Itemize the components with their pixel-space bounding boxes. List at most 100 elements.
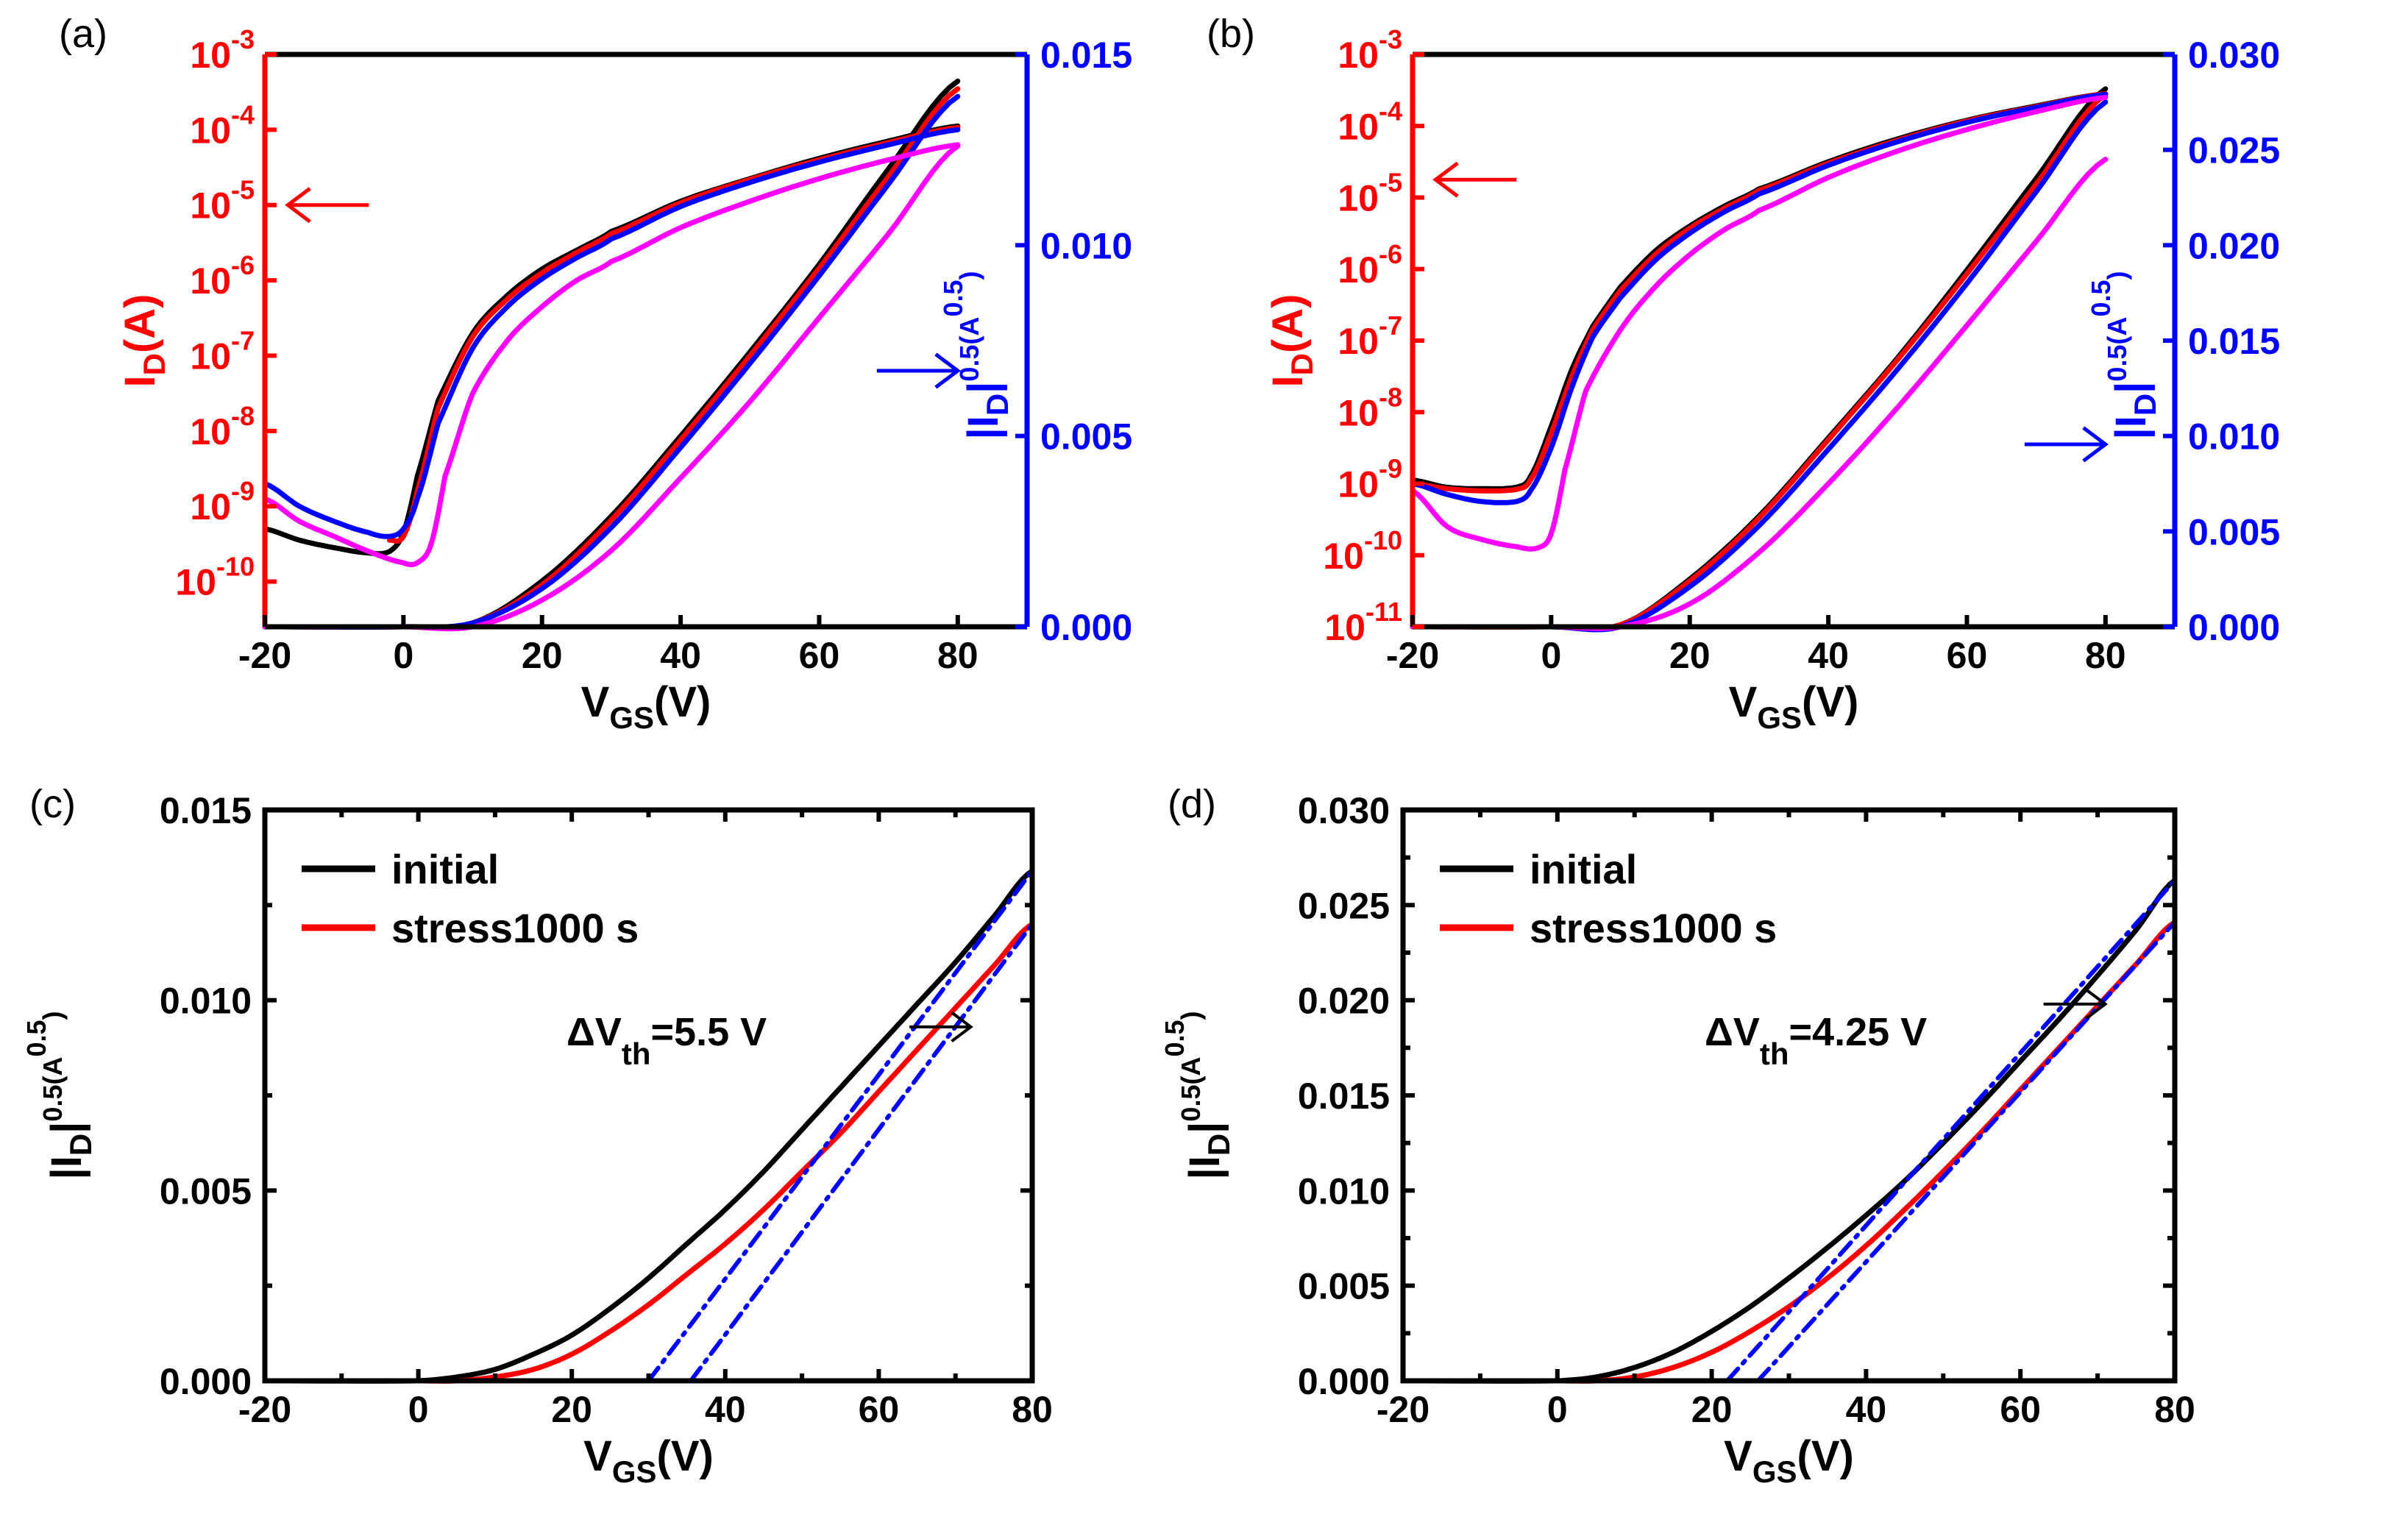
x-tick-label: 60 <box>1947 635 1988 676</box>
y-axis-label-end: ) <box>38 1011 68 1020</box>
linear-fit-line-2 <box>1755 920 2177 1383</box>
left-tick-base: 10 <box>190 260 231 302</box>
right-tick-label: 0.000 <box>1040 607 1132 648</box>
left-tick-label: 10-7 <box>190 325 255 377</box>
left-tick-label: 10-8 <box>1338 382 1402 433</box>
y-axis-label-unit: (A <box>38 1057 68 1085</box>
shift-arrow-icon-head <box>2085 988 2108 1020</box>
left-tick-exponent: -9 <box>1379 454 1402 484</box>
panel-d: -20 0 20 40 60 80 VGS(V) 0.000 0.005 0.010 0.015 0.… <box>1159 782 2195 1489</box>
right-arrow-icon-head <box>934 352 961 389</box>
x-axis-label-main: V <box>581 678 610 726</box>
y-axis-label-mid: | <box>1181 1122 1229 1134</box>
y-axis-label-pre: |I <box>43 1156 90 1179</box>
legend-label: initial <box>391 846 499 892</box>
linear-fit-line-1 <box>646 868 1034 1383</box>
left-tick-exponent: -5 <box>231 175 255 205</box>
right-axis-label-sub: D <box>980 394 1015 416</box>
y-axis-label-unit: (A <box>1176 1057 1206 1085</box>
right-tick-label: 0.010 <box>1040 225 1132 266</box>
left-tick-exponent: -10 <box>1364 525 1402 555</box>
panel-label: (c) <box>29 782 76 826</box>
left-axis-label-main: I <box>1264 375 1312 387</box>
x-tick-label: 80 <box>937 635 979 676</box>
right-tick-label: 0.025 <box>2188 130 2280 171</box>
x-tick-label: 80 <box>2085 635 2126 676</box>
right-axis-label: |ID|0.5(A0.5) <box>938 271 1015 439</box>
right-axis-label-unit: (A <box>954 317 984 345</box>
log-curve-red <box>1410 91 2109 494</box>
x-tick-label: 20 <box>1669 635 1711 676</box>
x-tick-label: 20 <box>522 635 563 676</box>
left-tick-label: 10-10 <box>1323 525 1402 577</box>
x-axis-label-sub: GS <box>612 1454 657 1489</box>
x-tick-label: 40 <box>1846 1389 1887 1430</box>
log-curve-black <box>1410 91 2109 491</box>
left-tick-exponent: -5 <box>1379 168 1402 198</box>
left-tick-exponent: -8 <box>231 401 255 431</box>
left-tick-base: 10 <box>1338 249 1379 291</box>
right-axis-label-sup1: 0.5 <box>954 345 984 382</box>
left-tick-base: 10 <box>190 411 231 452</box>
y-tick-label: 0.005 <box>1298 1266 1390 1307</box>
y-axis-label-pre: |I <box>1181 1156 1229 1179</box>
y-axis-label-sup2: 0.5 <box>21 1020 52 1056</box>
annotation-sub: th <box>1760 1037 1789 1071</box>
left-tick-exponent: -3 <box>231 24 255 54</box>
y-tick-label: 0.000 <box>160 1361 252 1402</box>
x-tick-label: 60 <box>859 1389 900 1430</box>
left-tick-label: 10-9 <box>190 476 255 527</box>
x-tick-label: -20 <box>238 635 291 676</box>
right-axis-label: |ID|0.5(A0.5) <box>2086 271 2162 439</box>
right-axis-label-pre: |I <box>2107 416 2155 439</box>
y-tick-label: 0.000 <box>1298 1361 1390 1402</box>
x-axis-label-main: V <box>583 1432 612 1480</box>
left-tick-base: 10 <box>1324 607 1365 648</box>
x-axis-label-sub: GS <box>1752 1454 1797 1489</box>
left-tick-exponent: -8 <box>1379 382 1402 412</box>
x-tick-label: 80 <box>1012 1389 1053 1430</box>
right-axis-label-end: ) <box>2102 271 2132 280</box>
left-tick-label: 10-6 <box>1338 239 1402 291</box>
left-tick-base: 10 <box>1338 392 1379 433</box>
x-axis-label: VGS(V) <box>1729 678 1859 735</box>
y-tick-label: 0.025 <box>1298 885 1390 926</box>
x-tick-label: 40 <box>705 1389 746 1430</box>
log-curve-black <box>262 123 961 557</box>
left-tick-label: 10-4 <box>190 99 255 151</box>
x-tick-label: 20 <box>1691 1389 1733 1430</box>
right-axis-label-sub: D <box>2128 394 2162 416</box>
left-tick-exponent: -9 <box>231 476 255 506</box>
annotation-prefix: ΔV <box>1705 1010 1760 1054</box>
left-tick-exponent: -11 <box>1365 597 1402 627</box>
linear-fit-line-2 <box>688 922 1034 1383</box>
right-axis-label-sup2: 0.5 <box>2086 280 2116 316</box>
x-tick-label: 80 <box>2154 1389 2195 1430</box>
y-axis-label-sup1: 0.5 <box>1176 1085 1206 1122</box>
right-axis-label-pre: |I <box>959 416 1007 439</box>
panel-c: -20 0 20 40 60 80 VGS(V) 0.000 0.005 0.010 0.015 |I… <box>21 782 1053 1489</box>
y-axis-label-sub: D <box>1201 1134 1236 1156</box>
right-axis-label-sup1: 0.5 <box>2102 345 2132 382</box>
x-tick-label: -20 <box>1386 635 1439 676</box>
log-curve-blue <box>1410 92 2109 505</box>
y-tick-label: 0.015 <box>1298 1076 1390 1117</box>
y-tick-label: 0.015 <box>160 790 252 831</box>
left-tick-label: 10-10 <box>175 552 255 603</box>
left-tick-exponent: -3 <box>1379 24 1402 54</box>
left-tick-base: 10 <box>190 110 231 151</box>
right-axis-label-sup2: 0.5 <box>938 280 968 316</box>
right-axis-label-unit: (A <box>2102 317 2132 345</box>
x-tick-label: 0 <box>393 635 413 676</box>
left-tick-exponent: -7 <box>1379 310 1402 341</box>
right-tick-label: 0.005 <box>2188 511 2280 552</box>
left-axis-label-main: I <box>116 375 164 387</box>
legend-label: initial <box>1530 846 1637 892</box>
left-tick-exponent: -6 <box>231 250 255 280</box>
panel-label: (b) <box>1207 12 1255 56</box>
left-tick-base: 10 <box>190 35 231 76</box>
left-tick-base: 10 <box>1338 35 1379 76</box>
annotation-sub: th <box>622 1037 651 1071</box>
x-axis-label-main: V <box>1724 1432 1752 1480</box>
left-tick-exponent: -6 <box>1379 239 1402 269</box>
